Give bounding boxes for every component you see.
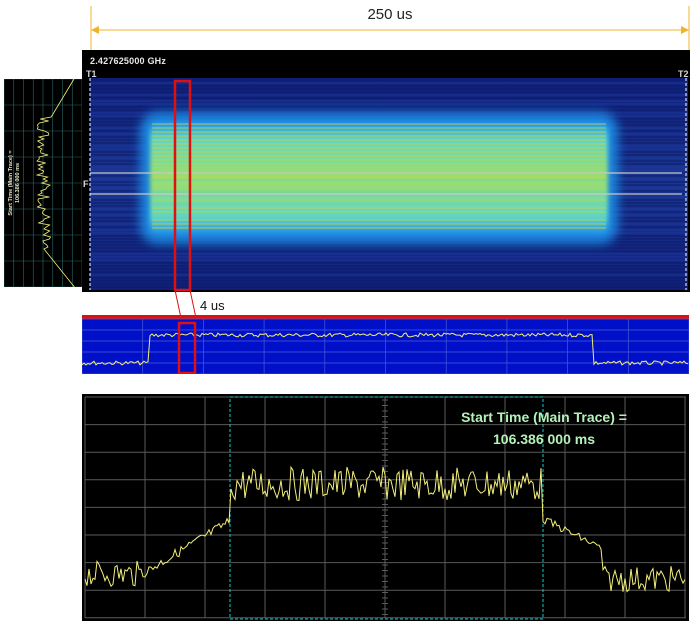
marker-t1-label[interactable]: T1 — [86, 69, 97, 79]
zoom-region-highlight — [173, 79, 192, 292]
main-trace-view[interactable]: Start Time (Main Trace) = 106.386 000 ms — [82, 394, 689, 621]
side-spectrum-panel: Start Time (Main Trace) = 106.386 000 ms — [4, 79, 82, 287]
start-time-label: Start Time (Main Trace) = — [461, 409, 627, 425]
main-trace-plot — [84, 396, 686, 620]
overview-zoom-highlight — [177, 321, 197, 374]
overview-trace-line — [82, 332, 689, 366]
overview-trace[interactable] — [82, 315, 689, 374]
frequency-marker-label: F — [83, 179, 89, 189]
burst-core — [150, 122, 608, 234]
frequency-readout: 2.427625000 GHz — [90, 56, 167, 66]
overview-grid — [82, 318, 689, 374]
start-time-readout: Start Time (Main Trace) = 106.386 000 ms — [434, 406, 654, 450]
span-dimension: 250 us — [90, 6, 690, 56]
burst-streaks — [152, 123, 606, 229]
main-trace-line — [84, 465, 686, 593]
gate-region — [229, 396, 544, 620]
spectrogram-plot — [89, 78, 688, 292]
span-label: 250 us — [367, 6, 412, 23]
overview-trace-plot — [82, 315, 689, 374]
spectrogram-header: 2.427625000 GHz T1 T2 — [82, 50, 690, 79]
overview-top-bar — [82, 315, 689, 319]
start-time-value: 106.386 000 ms — [493, 431, 595, 447]
spectrogram-view[interactable]: 2.427625000 GHz T1 T2 — [82, 50, 690, 292]
zoom-width-label: 4 us — [200, 298, 225, 313]
side-spectrum-plot — [4, 79, 82, 287]
marker-t2-label[interactable]: T2 — [678, 69, 689, 79]
side-spectrum-trace — [35, 79, 75, 287]
